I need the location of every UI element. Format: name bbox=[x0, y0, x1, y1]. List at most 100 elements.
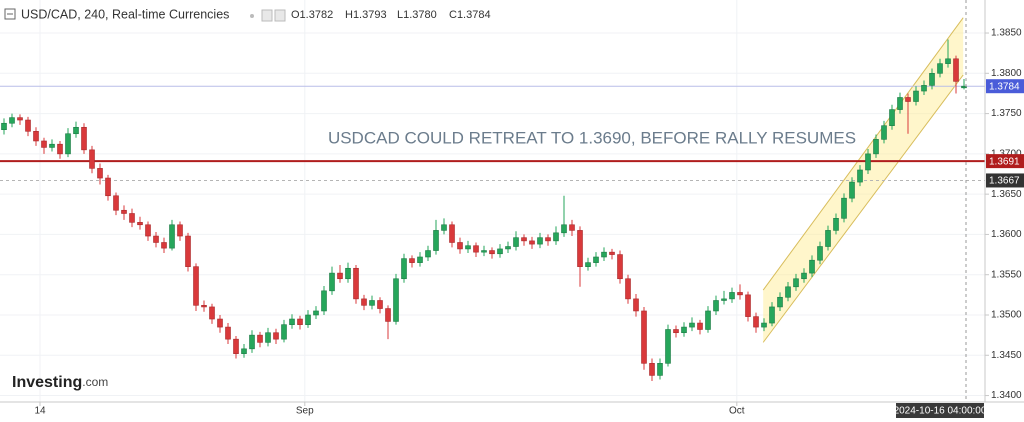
candle-body bbox=[921, 85, 927, 92]
candle-body bbox=[697, 322, 703, 330]
candle-body bbox=[337, 272, 343, 280]
candle-body bbox=[465, 245, 471, 250]
levels bbox=[0, 85, 985, 181]
y-tick-label: 1.3500 bbox=[991, 310, 1022, 321]
candle-body bbox=[409, 258, 415, 263]
candle-body bbox=[641, 310, 647, 364]
candle-body bbox=[937, 63, 943, 74]
y-tick-label: 1.3750 bbox=[991, 108, 1022, 119]
candle-body bbox=[497, 248, 503, 255]
candle-body bbox=[737, 292, 743, 296]
candle-body bbox=[913, 90, 919, 102]
channel-lower bbox=[762, 74, 964, 343]
candle-body bbox=[177, 224, 183, 237]
candle-body bbox=[1, 122, 7, 131]
candle-body bbox=[545, 237, 551, 242]
candle-body bbox=[9, 117, 15, 124]
candle-body bbox=[873, 139, 879, 155]
candle-body bbox=[529, 240, 535, 245]
candle-body bbox=[153, 235, 159, 243]
candle-body bbox=[441, 224, 447, 231]
candle-body bbox=[361, 298, 367, 306]
candle-body bbox=[585, 262, 591, 267]
candles bbox=[1, 39, 967, 382]
candle-body bbox=[369, 300, 375, 306]
candle-body bbox=[769, 306, 775, 324]
channel-upper bbox=[762, 17, 964, 291]
candle-body bbox=[209, 306, 215, 320]
candle-body bbox=[233, 338, 239, 354]
candle-body bbox=[825, 230, 831, 247]
candle-body bbox=[449, 224, 455, 243]
candle-body bbox=[513, 237, 519, 247]
candle-body bbox=[961, 85, 967, 89]
candle-body bbox=[609, 251, 615, 255]
collapse-icon[interactable] bbox=[4, 8, 16, 20]
axes: 1.3400 1.3450 1.3500 1.3550 1.3600 1.3650 1.37… bbox=[34, 28, 1024, 417]
candle-body bbox=[417, 256, 423, 263]
candle-body bbox=[537, 237, 543, 245]
candle-body bbox=[705, 310, 711, 330]
candle-body bbox=[33, 131, 39, 142]
y-tick-label: 1.3400 bbox=[991, 390, 1022, 401]
candle-body bbox=[721, 298, 727, 301]
candle-body bbox=[89, 149, 95, 169]
annotation: USDCAD COULD RETREAT TO 1.3690, BEFORE R… bbox=[328, 128, 856, 147]
candle-body bbox=[257, 334, 263, 343]
candle-body bbox=[121, 209, 127, 214]
x-tick-label: 14 bbox=[34, 406, 46, 417]
candle-body bbox=[17, 117, 23, 121]
chart-title: USD/CAD, 240, Real-time Currencies bbox=[21, 7, 229, 21]
candle-body bbox=[753, 316, 759, 328]
candle-body bbox=[457, 242, 463, 250]
candle-body bbox=[217, 318, 223, 328]
candle-body bbox=[945, 58, 951, 64]
candle-body bbox=[385, 308, 391, 322]
candle-body bbox=[377, 300, 383, 309]
candle-body bbox=[345, 267, 351, 280]
y-tick-label: 1.3450 bbox=[991, 350, 1022, 361]
candle-body bbox=[265, 332, 271, 343]
candle-body bbox=[777, 296, 783, 308]
eye-icon[interactable] bbox=[261, 9, 273, 22]
level-label-box bbox=[986, 154, 1024, 169]
legend-open: O1.3782 bbox=[291, 9, 333, 21]
candle-body bbox=[57, 143, 63, 155]
y-tick-label: 1.3550 bbox=[991, 269, 1022, 280]
settings-icon[interactable] bbox=[274, 9, 286, 22]
y-tick-label: 1.3850 bbox=[991, 28, 1022, 39]
header-bg bbox=[0, 3, 20, 23]
candle-body bbox=[793, 278, 799, 288]
candle-body bbox=[593, 256, 599, 263]
candle-body bbox=[105, 177, 111, 197]
candle-body bbox=[841, 197, 847, 219]
candle-body bbox=[625, 278, 631, 300]
candle-body bbox=[81, 126, 87, 151]
candle-body bbox=[889, 109, 895, 126]
candle-body bbox=[185, 235, 191, 267]
candle-body bbox=[817, 246, 823, 261]
candle-body bbox=[393, 278, 399, 322]
candle-body bbox=[297, 318, 303, 325]
candle-body bbox=[857, 169, 863, 183]
candle-body bbox=[905, 97, 911, 102]
candle-body bbox=[785, 286, 791, 298]
candle-body bbox=[193, 266, 199, 306]
candle-body bbox=[553, 232, 559, 242]
candle-body bbox=[673, 329, 679, 334]
legend-close: C1.3784 bbox=[449, 9, 491, 21]
candle-body bbox=[241, 348, 247, 354]
logo-suffix: .com bbox=[82, 375, 108, 389]
candle-body bbox=[601, 251, 607, 258]
candle-body bbox=[201, 305, 207, 308]
candle-body bbox=[953, 58, 959, 82]
candle-body bbox=[561, 224, 567, 234]
candle-body bbox=[657, 363, 663, 376]
candle-body bbox=[713, 300, 719, 312]
candle-body bbox=[649, 363, 655, 376]
candle-body bbox=[729, 292, 735, 300]
cursor-date-label: 2024-10-16 04:00:00 bbox=[894, 406, 987, 417]
candle-body bbox=[289, 318, 295, 325]
cursor-date: 2024-10-16 04:00:00 bbox=[894, 403, 987, 418]
